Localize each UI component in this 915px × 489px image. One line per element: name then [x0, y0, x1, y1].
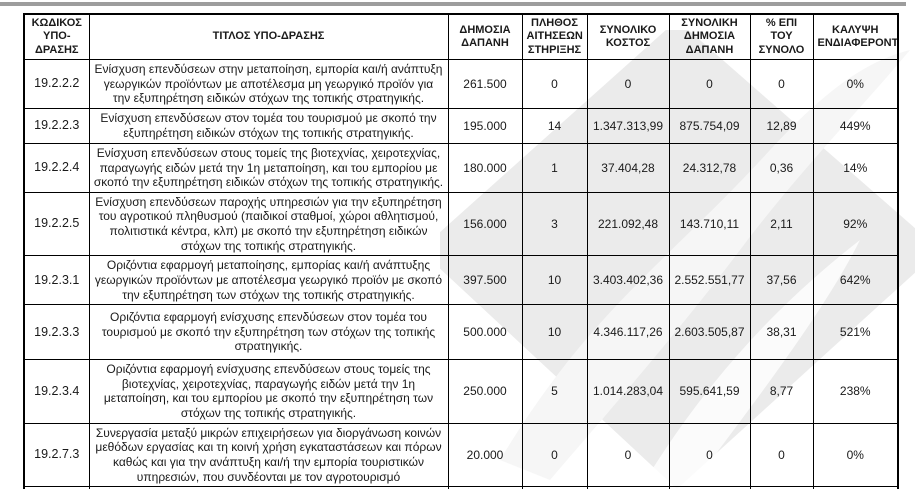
column-header-coverage: ΚΑΛΥΨΗ ΕΝΔΙΑΦΕΡΟΝΤΟΣ: [812, 13, 899, 60]
cell-total-public-expenditure: 0: [668, 422, 751, 488]
table-row: 19.2.2.3 Ενίσχυση επενδύσεων στον τομέα τ…: [23, 107, 899, 144]
table-header: ΚΩΔΙΚΟΣ ΥΠΟ-ΔΡΑΣΗΣ ΤΙΤΛΟΣ ΥΠΟ-ΔΡΑΣΗΣ ΔΗΜ…: [23, 13, 899, 60]
cell-public-expenditure: 195.000: [447, 107, 523, 144]
cell-pct-of-total: 0: [749, 422, 814, 488]
cell-total-cost: 0: [586, 422, 670, 488]
cell-public-expenditure: 261.500: [447, 59, 523, 109]
cell-title: Οριζόντια εφαρμογή ενίσχυσης επενδύσεων …: [88, 359, 449, 424]
table-row: 19.2.2.4 Ενίσχυση επενδύσεων στους τομείς…: [23, 142, 899, 193]
cell-pct-of-total: 2,11: [749, 191, 814, 257]
column-header-title: ΤΙΤΛΟΣ ΥΠΟ-ΔΡΑΣΗΣ: [88, 13, 449, 60]
cell-public-expenditure: 156.000: [447, 191, 523, 257]
cell-total-cost: 37.404,28: [586, 142, 670, 193]
cell-total-cost: 221.092,48: [586, 191, 670, 257]
cell-coverage: 521%: [812, 304, 899, 361]
cell-title: Οριζόντια εφαρμογή ενίσχυσης επενδύσεων …: [88, 304, 449, 361]
column-header-public-expenditure: ΔΗΜΟΣΙΑ ΔΑΠΑΝΗ: [447, 13, 523, 60]
cell-total-public-expenditure: 0: [668, 59, 751, 109]
cell-code: 19.2.2.4: [23, 142, 90, 193]
cell-coverage: 0%: [812, 422, 899, 488]
cell-total-public-expenditure: 2.552.551,77: [668, 255, 751, 306]
cell-title: Ενίσχυση επενδύσεων στην μεταποίηση, εμπ…: [88, 59, 449, 109]
cell-code: 19.2.3.4: [23, 359, 90, 424]
table-row: 19.2.2.2 Ενίσχυση επενδύσεων στην μεταποί…: [23, 59, 899, 109]
cell-code: 19.2.3.1: [23, 255, 90, 306]
cell-total-cost: 0: [586, 59, 670, 109]
cell-code: 19.2.2.2: [23, 59, 90, 109]
cell-public-expenditure: 250.000: [447, 359, 523, 424]
cell-code: 19.2.7.3: [23, 422, 90, 488]
cell-applications: 3: [521, 191, 588, 257]
cell-total-public-expenditure: 875.754,09: [668, 107, 751, 144]
cell-public-expenditure: 397.500: [447, 255, 523, 306]
cell-total-public-expenditure: 2.603.505,87: [668, 304, 751, 361]
table-body: 19.2.2.2 Ενίσχυση επενδύσεων στην μεταποί…: [23, 59, 899, 488]
cell-pct-of-total: 38,31: [749, 304, 814, 361]
cell-title: Οριζόντια εφαρμογή μεταποίησης, εμπορίας…: [88, 255, 449, 306]
cell-pct-of-total: 37,56: [749, 255, 814, 306]
cell-code: 19.2.2.5: [23, 191, 90, 257]
cell-coverage: 642%: [812, 255, 899, 306]
top-rule: [0, 2, 906, 6]
header-row: ΚΩΔΙΚΟΣ ΥΠΟ-ΔΡΑΣΗΣ ΤΙΤΛΟΣ ΥΠΟ-ΔΡΑΣΗΣ ΔΗΜ…: [23, 13, 899, 60]
cell-applications: 0: [521, 59, 588, 109]
cell-public-expenditure: 20.000: [447, 422, 523, 488]
table-row: 19.2.3.3 Οριζόντια εφαρμογή ενίσχυσης επε…: [23, 304, 899, 361]
cell-total-cost: 4.346.117,26: [586, 304, 670, 361]
cell-applications: 10: [521, 304, 588, 361]
cell-title: Ενίσχυση επενδύσεων στους τομείς της βιο…: [88, 142, 449, 193]
cell-pct-of-total: 0,36: [749, 142, 814, 193]
cell-total-public-expenditure: 24.312,78: [668, 142, 751, 193]
cell-total-cost: 3.403.402,36: [586, 255, 670, 306]
table-row: 19.2.2.5 Ενίσχυση επενδύσεων παροχής υπηρ…: [23, 191, 899, 257]
cell-title: Ενίσχυση επενδύσεων στον τομέα του τουρι…: [88, 107, 449, 144]
cell-total-cost: 1.014.283,04: [586, 359, 670, 424]
cell-coverage: 449%: [812, 107, 899, 144]
cell-coverage: 238%: [812, 359, 899, 424]
cell-public-expenditure: 500.000: [447, 304, 523, 361]
cell-coverage: 14%: [812, 142, 899, 193]
cell-applications: 1: [521, 142, 588, 193]
cell-title: Ενίσχυση επενδύσεων παροχής υπηρεσιών γι…: [88, 191, 449, 257]
cell-applications: 0: [521, 422, 588, 488]
column-header-total-cost: ΣΥΝΟΛΙΚΟ ΚΟΣΤΟΣ: [586, 13, 670, 60]
cell-code: 19.2.2.3: [23, 107, 90, 144]
column-header-pct-of-total: % ΕΠΙ ΤΟΥ ΣΥΝΟΛΟ: [749, 13, 814, 60]
cell-total-public-expenditure: 595.641,59: [668, 359, 751, 424]
column-header-applications: ΠΛΗΘΟΣ ΑΙΤΗΣΕΩΝ ΣΤΗΡΙΞΗΣ: [521, 13, 588, 60]
cell-applications: 5: [521, 359, 588, 424]
cell-total-public-expenditure: 143.710,11: [668, 191, 751, 257]
cell-total-cost: 1.347.313,99: [586, 107, 670, 144]
column-header-code: ΚΩΔΙΚΟΣ ΥΠΟ-ΔΡΑΣΗΣ: [23, 13, 90, 60]
cell-pct-of-total: 12,89: [749, 107, 814, 144]
column-header-total-public-expenditure: ΣΥΝΟΛΙΚΗ ΔΗΜΟΣΙΑ ΔΑΠΑΝΗ: [668, 13, 751, 60]
cell-code: 19.2.3.3: [23, 304, 90, 361]
table-row: 19.2.7.3 Συνεργασία μεταξύ μικρών επιχειρ…: [23, 422, 899, 488]
subactions-table: ΚΩΔΙΚΟΣ ΥΠΟ-ΔΡΑΣΗΣ ΤΙΤΛΟΣ ΥΠΟ-ΔΡΑΣΗΣ ΔΗΜ…: [23, 13, 899, 489]
cell-pct-of-total: 0: [749, 59, 814, 109]
table-row: 19.2.3.4 Οριζόντια εφαρμογή ενίσχυσης επε…: [23, 359, 899, 424]
cell-public-expenditure: 180.000: [447, 142, 523, 193]
cell-pct-of-total: 8,77: [749, 359, 814, 424]
cell-applications: 14: [521, 107, 588, 144]
cell-title: Συνεργασία μεταξύ μικρών επιχειρήσεων γι…: [88, 422, 449, 488]
table-row: 19.2.3.1 Οριζόντια εφαρμογή μεταποίησης, …: [23, 255, 899, 306]
cell-applications: 10: [521, 255, 588, 306]
cell-coverage: 0%: [812, 59, 899, 109]
cell-coverage: 92%: [812, 191, 899, 257]
